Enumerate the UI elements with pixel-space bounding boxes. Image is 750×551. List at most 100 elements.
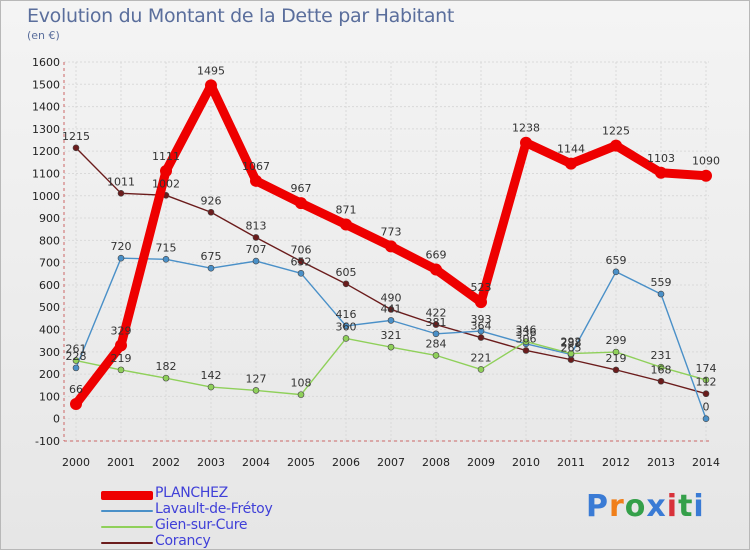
x-tick-label: 2014 bbox=[692, 456, 720, 469]
data-point-gien-sur-cure bbox=[477, 366, 485, 373]
data-point-gien-sur-cure bbox=[612, 348, 620, 356]
data-point-planchez bbox=[655, 166, 667, 179]
data-point-gien-sur-cure bbox=[522, 338, 530, 345]
data-label-planchez: 1238 bbox=[512, 122, 540, 135]
data-point-corancy bbox=[342, 280, 350, 288]
x-tick-label: 2006 bbox=[332, 456, 360, 469]
data-point-planchez bbox=[430, 263, 442, 276]
data-label-gien-sur-cure: 231 bbox=[651, 349, 672, 362]
legend-label: Corancy bbox=[155, 533, 211, 549]
x-tick-label: 2008 bbox=[422, 456, 450, 469]
data-point-corancy bbox=[477, 334, 485, 341]
data-label-lavault-de-fretoy: 228 bbox=[66, 350, 87, 363]
data-point-corancy bbox=[657, 377, 665, 385]
data-point-lavault-de-fretoy bbox=[657, 290, 665, 298]
logo-letter: x bbox=[646, 489, 667, 524]
data-label-lavault-de-fretoy: 416 bbox=[336, 308, 357, 321]
data-point-lavault-de-fretoy bbox=[162, 256, 170, 263]
y-tick-label: 400 bbox=[39, 324, 60, 337]
y-tick-label: 1400 bbox=[32, 101, 60, 114]
data-label-gien-sur-cure: 292 bbox=[561, 336, 582, 349]
data-point-planchez bbox=[340, 218, 352, 231]
legend-swatch bbox=[101, 542, 153, 544]
y-tick-label: 0 bbox=[53, 413, 60, 426]
data-point-corancy bbox=[297, 258, 305, 265]
data-point-planchez bbox=[700, 169, 712, 182]
data-label-corancy: 422 bbox=[426, 307, 447, 320]
data-label-planchez: 1067 bbox=[242, 160, 270, 173]
y-tick-label: 100 bbox=[39, 390, 60, 403]
data-point-corancy bbox=[117, 190, 125, 197]
data-label-gien-sur-cure: 299 bbox=[606, 334, 627, 347]
y-tick-label: 1500 bbox=[32, 78, 60, 91]
grid-lines bbox=[64, 61, 709, 442]
data-label-lavault-de-fretoy: 707 bbox=[246, 243, 267, 256]
data-label-lavault-de-fretoy: 659 bbox=[606, 254, 627, 267]
data-label-gien-sur-cure: 346 bbox=[516, 324, 537, 337]
data-point-corancy bbox=[522, 347, 530, 354]
legend-swatch bbox=[101, 526, 153, 528]
data-point-gien-sur-cure bbox=[297, 391, 305, 398]
data-label-planchez: 967 bbox=[291, 182, 312, 195]
data-point-lavault-de-fretoy bbox=[297, 270, 305, 277]
data-point-planchez bbox=[205, 79, 217, 92]
data-point-planchez bbox=[565, 157, 577, 170]
data-label-corancy: 364 bbox=[471, 320, 492, 333]
data-label-lavault-de-fretoy: 393 bbox=[471, 313, 492, 326]
y-tick-label: 1200 bbox=[32, 145, 60, 158]
data-point-corancy bbox=[702, 390, 710, 398]
data-label-gien-sur-cure: 221 bbox=[471, 351, 492, 364]
data-point-corancy bbox=[207, 208, 215, 216]
data-label-corancy: 306 bbox=[516, 332, 537, 345]
y-tick-label: -100 bbox=[35, 435, 60, 448]
data-point-planchez bbox=[385, 240, 397, 253]
data-point-planchez bbox=[520, 136, 532, 149]
data-label-corancy: 112 bbox=[696, 376, 717, 389]
data-point-lavault-de-fretoy bbox=[342, 322, 350, 330]
data-point-lavault-de-fretoy bbox=[432, 330, 440, 338]
x-tick-label: 2012 bbox=[602, 456, 630, 469]
data-point-lavault-de-fretoy bbox=[252, 257, 260, 265]
data-label-corancy: 706 bbox=[291, 243, 312, 256]
data-label-corancy: 490 bbox=[381, 291, 402, 304]
data-label-corancy: 1215 bbox=[62, 130, 90, 143]
data-label-lavault-de-fretoy: 652 bbox=[291, 255, 312, 268]
logo-letter: P bbox=[586, 489, 609, 524]
chart-title: Evolution du Montant de la Dette par Hab… bbox=[27, 5, 455, 27]
data-point-gien-sur-cure bbox=[117, 366, 125, 374]
data-label-lavault-de-fretoy: 381 bbox=[426, 316, 447, 329]
data-point-gien-sur-cure bbox=[657, 363, 665, 371]
logo-letter: r bbox=[609, 489, 625, 524]
data-point-gien-sur-cure bbox=[567, 350, 575, 357]
y-tick-label: 200 bbox=[39, 368, 60, 381]
x-tick-label: 2003 bbox=[197, 456, 225, 469]
x-tick-label: 2004 bbox=[242, 456, 270, 469]
y-tick-label: 900 bbox=[39, 212, 60, 225]
data-label-lavault-de-fretoy: 559 bbox=[651, 276, 672, 289]
data-point-planchez bbox=[115, 339, 127, 352]
data-label-gien-sur-cure: 108 bbox=[291, 377, 312, 390]
data-point-lavault-de-fretoy bbox=[117, 254, 125, 262]
data-label-planchez: 329 bbox=[111, 324, 132, 337]
x-tick-label: 2002 bbox=[152, 456, 180, 469]
data-label-gien-sur-cure: 321 bbox=[381, 329, 402, 342]
y-tick-label: 1100 bbox=[32, 167, 60, 180]
data-label-gien-sur-cure: 219 bbox=[111, 352, 132, 365]
data-point-lavault-de-fretoy bbox=[207, 264, 215, 272]
y-tick-label: 300 bbox=[39, 346, 60, 359]
data-point-corancy bbox=[72, 144, 80, 152]
data-label-planchez: 871 bbox=[336, 204, 357, 217]
data-point-lavault-de-fretoy bbox=[387, 317, 395, 324]
data-label-gien-sur-cure: 360 bbox=[336, 320, 357, 333]
data-point-gien-sur-cure bbox=[702, 376, 710, 384]
data-point-gien-sur-cure bbox=[162, 374, 170, 382]
line-chart: -100 0 100 200 300 400 500 600 700 800 900 1000 1100… bbox=[32, 56, 720, 469]
data-label-planchez: 1495 bbox=[197, 64, 225, 77]
data-point-gien-sur-cure bbox=[342, 335, 350, 342]
data-label-planchez: 1090 bbox=[692, 155, 720, 168]
data-point-lavault-de-fretoy bbox=[477, 327, 485, 335]
legend-swatch bbox=[101, 510, 153, 512]
logo-letter: o bbox=[624, 489, 647, 524]
